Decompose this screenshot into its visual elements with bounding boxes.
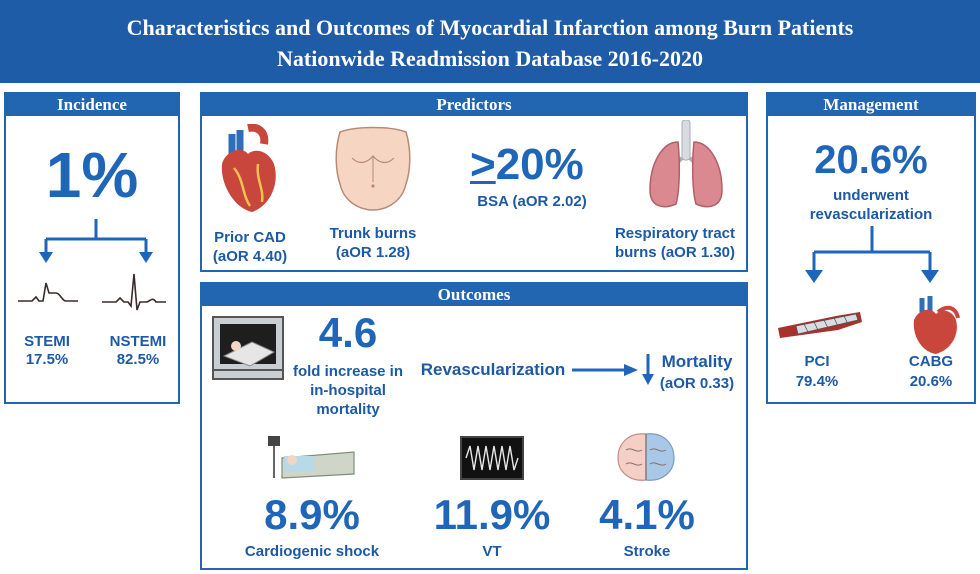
monitor-icon	[460, 436, 524, 480]
fold-text1: fold increase in	[292, 363, 404, 380]
management-text1: underwent	[833, 187, 909, 204]
revasc-arrow	[572, 364, 638, 376]
header-title-line2: Nationwide Readmission Database 2016-202…	[277, 46, 703, 71]
stent-icon	[778, 312, 862, 338]
page-header: Characteristics and Outcomes of Myocardi…	[0, 0, 980, 83]
fold-text3: mortality	[316, 401, 380, 418]
pci-label: PCI	[804, 353, 830, 370]
morgue-icon	[212, 316, 284, 380]
predictors-panel: Predictors Prior CAD (aOR 4.40) Trunk bu…	[200, 92, 748, 272]
incidence-title: Incidence	[6, 94, 178, 116]
shock-value: 8.9%	[264, 491, 360, 538]
vt-value: 11.9%	[433, 491, 551, 538]
incidence-split-arrow	[39, 219, 153, 263]
resp-label: Respiratory tract	[614, 225, 736, 242]
hospital-bed-icon	[268, 436, 355, 479]
management-split-arrow	[805, 226, 939, 283]
lungs-icon	[649, 120, 723, 208]
management-text2: revascularization	[809, 206, 933, 223]
cabg-label: CABG	[908, 353, 954, 370]
stroke-value: 4.1%	[599, 491, 695, 538]
mortality-label: Mortality	[661, 352, 733, 371]
revasc-label: Revascularization	[420, 360, 566, 379]
header-title-line1: Characteristics and Outcomes of Myocardi…	[126, 15, 854, 40]
outcomes-title: Outcomes	[202, 284, 746, 306]
outcomes-panel: Outcomes 4.6 fold increase in in-hospita…	[200, 282, 748, 570]
down-arrow-icon	[642, 354, 654, 385]
cad-label: Prior CAD	[214, 229, 286, 246]
gte-symbol: >	[470, 140, 496, 189]
torso-icon	[335, 126, 411, 211]
mortality-aor: (aOR 0.33)	[659, 375, 735, 392]
nstemi-label: NSTEMI	[109, 333, 167, 350]
incidence-value: 1%	[45, 139, 139, 211]
bsa-value: >20%	[470, 140, 600, 190]
heart-bypass-icon	[913, 296, 960, 354]
stemi-ecg-icon	[18, 282, 78, 302]
stemi-value: 17.5%	[25, 351, 69, 368]
management-title: Management	[768, 94, 974, 116]
heart-icon	[221, 124, 276, 212]
bsa-percent: 20%	[495, 140, 584, 189]
resp-aor: burns (aOR 1.30)	[614, 244, 736, 261]
trunk-aor: (aOR 1.28)	[335, 244, 411, 261]
cabg-value: 20.6%	[909, 373, 953, 390]
management-value: 20.6%	[814, 138, 928, 182]
nstemi-ecg-icon	[102, 273, 166, 311]
cad-aor: (aOR 4.40)	[212, 248, 288, 265]
brain-icon	[617, 433, 675, 481]
fold-value: 4.6	[318, 309, 378, 356]
stroke-label: Stroke	[623, 543, 671, 560]
vt-label: VT	[482, 543, 502, 560]
management-panel: Management 20.6% underwent revasculariza…	[766, 92, 976, 404]
stemi-label: STEMI	[24, 333, 70, 350]
bsa-aor: BSA (aOR 2.02)	[477, 193, 587, 210]
fold-text2: in-hospital	[310, 382, 386, 399]
nstemi-value: 82.5%	[116, 351, 160, 368]
pci-value: 79.4%	[795, 373, 839, 390]
shock-label: Cardiogenic shock	[244, 543, 380, 560]
incidence-panel: Incidence 1% STEMI 17.5% NSTEMI 82.5%	[4, 92, 180, 404]
trunk-label: Trunk burns	[329, 225, 417, 242]
predictors-title: Predictors	[202, 94, 746, 116]
